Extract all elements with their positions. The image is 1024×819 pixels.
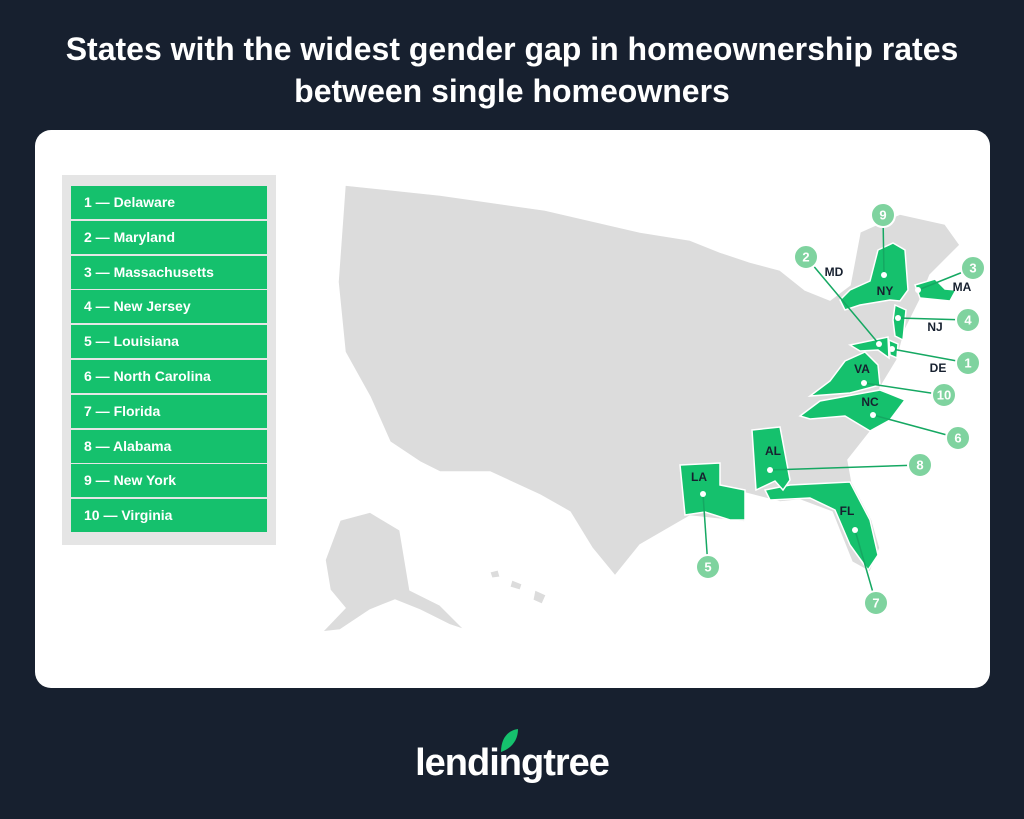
legend-item: 10 — Virginia <box>71 499 267 533</box>
state <box>763 481 879 572</box>
rank-badge <box>960 255 986 281</box>
rank-number: 1 <box>964 355 971 370</box>
state-dot <box>700 491 706 497</box>
legend-item: 2 — Maryland <box>71 220 267 254</box>
rank-badge <box>907 452 933 478</box>
legend-item: 5 — Louisiana <box>71 325 267 359</box>
rank-badge <box>955 350 981 376</box>
rank-number: 3 <box>969 260 976 275</box>
state-dot <box>861 380 867 386</box>
rank-badge <box>870 202 896 228</box>
legend-item: 3 — Massachusetts <box>71 255 267 289</box>
rank-badge <box>695 554 721 580</box>
rank-number: 8 <box>916 457 923 472</box>
state-dot <box>870 412 876 418</box>
legend-item: 6 — North Carolina <box>71 360 267 393</box>
state-label: NY <box>877 284 894 298</box>
leader-line <box>769 464 921 471</box>
hawaii <box>509 579 523 591</box>
state <box>892 303 907 342</box>
rank-badge <box>793 244 819 270</box>
state-dot <box>915 287 921 293</box>
legend-item: 4 — New Jersey <box>71 290 267 324</box>
rank-number: 7 <box>872 595 879 610</box>
alaska <box>320 511 466 633</box>
rank-badge <box>945 425 971 451</box>
legend-item: 8 — Alabama <box>71 429 267 463</box>
state-label: LA <box>691 470 707 484</box>
rank-badge <box>863 590 889 616</box>
leader-line <box>805 256 880 345</box>
legend-item: 1 — Delaware <box>71 186 267 219</box>
leader-line <box>863 382 945 396</box>
legend: 1 — Delaware 2 — Maryland 3 — Massachusett… <box>62 175 276 545</box>
logo-leaf <box>501 729 518 752</box>
state-dot <box>889 346 895 352</box>
state-label: DE <box>930 361 947 375</box>
state <box>679 462 746 521</box>
title: States with the widest gender gap in hom… <box>65 31 959 109</box>
state <box>751 426 791 492</box>
state-label: MD <box>825 265 844 279</box>
state-label: NC <box>861 395 879 409</box>
rank-number: 5 <box>704 559 711 574</box>
leader-line <box>872 414 959 439</box>
state-dot <box>876 341 882 347</box>
state-label: VA <box>854 362 870 376</box>
state-label: AL <box>765 444 781 458</box>
rank-number: 6 <box>954 430 961 445</box>
legend-item: 7 — Florida <box>71 394 267 428</box>
state <box>914 278 958 302</box>
logo: lendingtree <box>412 729 612 785</box>
hawaii <box>489 569 501 579</box>
state-dot <box>767 467 773 473</box>
rank-badge <box>931 382 957 408</box>
hawaii <box>532 589 547 605</box>
rank-number: 10 <box>937 387 951 402</box>
state-label: MA <box>953 280 972 294</box>
state-dot <box>852 527 858 533</box>
legend-item: 9 — New York <box>71 464 267 498</box>
us-outline <box>337 184 961 578</box>
rank-number: 9 <box>879 207 886 222</box>
rank-number: 4 <box>964 312 972 327</box>
logo-text: lendingtree <box>415 742 610 784</box>
state-label: FL <box>840 504 855 518</box>
state-label: NJ <box>927 320 942 334</box>
state <box>839 242 909 311</box>
rank-badge <box>955 307 981 333</box>
state-dot <box>881 272 887 278</box>
state-dot <box>895 315 901 321</box>
rank-number: 2 <box>802 249 809 264</box>
